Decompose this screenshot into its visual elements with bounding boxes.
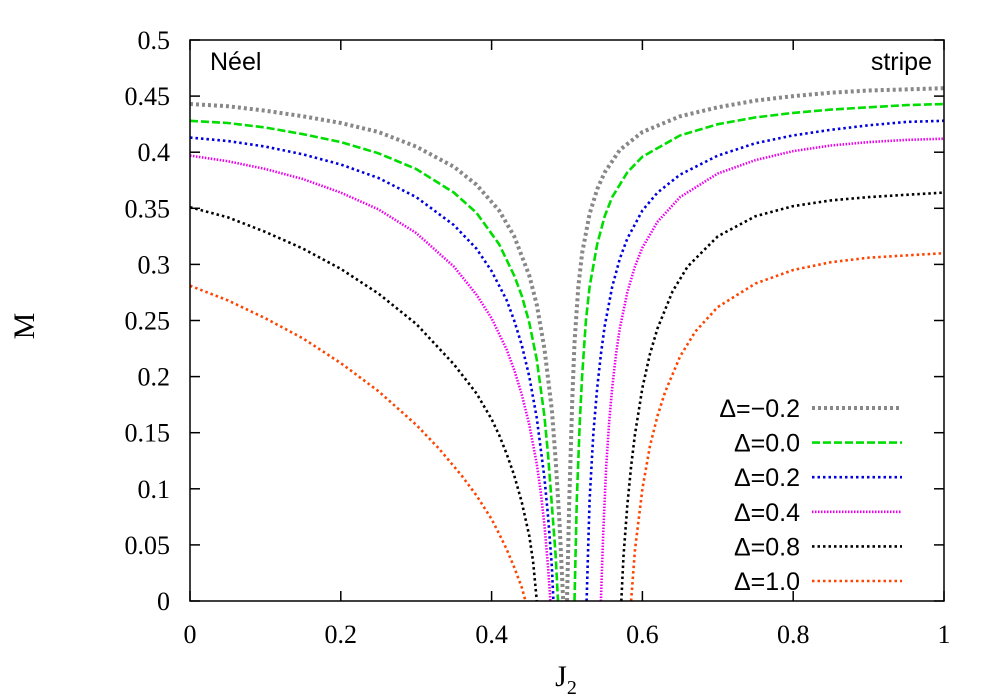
x-tick-label-0: 0: [184, 620, 197, 649]
x-tick-label-2: 0.4: [475, 620, 508, 649]
series-0-neel-line: [189, 102, 566, 602]
y-tick-label-6: 0.3: [138, 250, 171, 279]
y-tick-label-2: 0.1: [138, 475, 171, 504]
series-1-stripe-line: [573, 102, 945, 602]
series-1-neel-line: [189, 119, 560, 602]
y-tick-label-0: 0: [157, 587, 170, 616]
series-2-neel-line: [189, 136, 555, 602]
y-tick-label-3: 0.15: [125, 419, 171, 448]
x-tick-label-4: 0.8: [777, 620, 810, 649]
y-tick-label-4: 0.2: [138, 363, 171, 392]
series-5-neel-line: [189, 284, 527, 602]
legend-label-3: Δ=0.4: [734, 499, 800, 527]
y-tick-label-1: 0.05: [125, 531, 171, 560]
series-4-neel-line: [189, 205, 539, 602]
x-axis-title-main: J: [555, 660, 567, 693]
series-0-stripe-line: [565, 86, 945, 602]
x-tick-label-1: 0.2: [325, 620, 358, 649]
series-2-stripe-line: [585, 119, 945, 602]
tick-labels: 0 0.2 0.4 0.6 0.8 1 0 0.05 0.1 0.15 0.2 0.25 0.3 0.35…: [125, 26, 951, 649]
y-tick-label-10: 0.5: [138, 26, 171, 55]
neel-region-label: Néel: [210, 48, 261, 76]
legend-label-1: Δ=0.0: [734, 430, 800, 458]
x-axis-title-subscript: 2: [567, 677, 577, 699]
legend: Δ=−0.2 Δ=0.0 Δ=0.2 Δ=0.4 Δ=0.8 Δ=1.0: [719, 395, 902, 596]
series-4-stripe-line: [620, 191, 945, 602]
y-tick-label-9: 0.45: [125, 82, 171, 111]
x-tick-label-3: 0.6: [626, 620, 659, 649]
x-axis-title: J2: [555, 660, 577, 699]
y-tick-label-7: 0.35: [125, 194, 171, 223]
y-tick-label-5: 0.25: [125, 307, 171, 336]
y-axis-title: M: [8, 313, 41, 340]
y-tick-label-8: 0.4: [138, 138, 171, 167]
series-3-stripe-line: [599, 137, 945, 602]
series-5-stripe-line: [629, 251, 945, 602]
stripe-region-label: stripe: [871, 48, 932, 76]
axis-ticks: [189, 39, 945, 602]
legend-label-2: Δ=0.2: [734, 464, 800, 492]
legend-label-4: Δ=0.8: [734, 533, 800, 561]
legend-label-5: Δ=1.0: [734, 568, 800, 596]
curves: [189, 86, 945, 602]
x-tick-label-5: 1: [938, 620, 951, 649]
legend-label-0: Δ=−0.2: [719, 395, 800, 423]
